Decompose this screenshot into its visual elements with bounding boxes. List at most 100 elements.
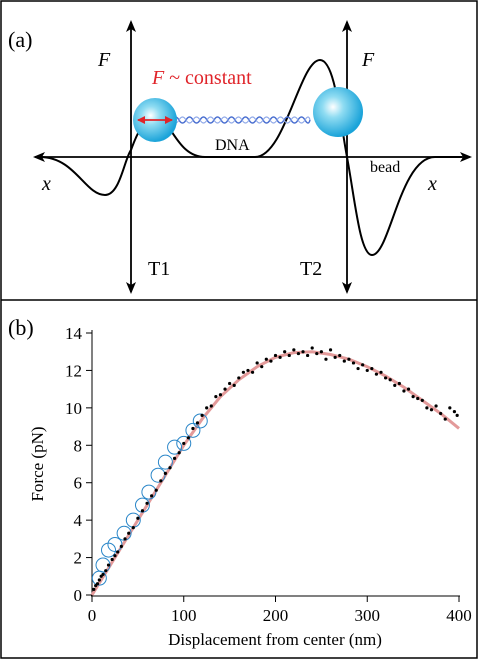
dot [443, 417, 447, 421]
dot [370, 366, 374, 371]
dot [123, 537, 127, 541]
force-profile [39, 58, 462, 257]
x-tick-label: 400 [446, 606, 472, 625]
dot [195, 421, 200, 425]
dot [191, 426, 195, 431]
force-label: F [361, 49, 375, 71]
dot [110, 557, 114, 562]
dot [393, 383, 397, 387]
dot [150, 494, 154, 498]
dot [292, 348, 296, 352]
dot [402, 389, 406, 393]
circle-marker [157, 454, 173, 470]
dot [324, 357, 328, 361]
dot [448, 406, 452, 410]
dot [351, 361, 356, 365]
dot [425, 406, 429, 410]
dot [200, 413, 204, 417]
dot [411, 395, 415, 399]
dot [205, 406, 209, 410]
panel-label: (b) [8, 315, 34, 340]
x-tick-label: 100 [171, 606, 197, 625]
x-label: x [427, 173, 437, 195]
dot [218, 393, 223, 397]
y-tick-label: 6 [74, 474, 83, 493]
dot [145, 501, 149, 505]
dot [347, 357, 351, 361]
dot [246, 368, 250, 373]
dot [429, 408, 434, 412]
dot [159, 479, 163, 483]
x-tick-label: 0 [88, 606, 97, 625]
dot [328, 348, 333, 352]
trap-label: T2 [300, 258, 322, 280]
dna-strand [171, 116, 311, 124]
dot [452, 410, 457, 414]
dot [92, 587, 96, 591]
y-tick-label: 4 [74, 511, 83, 530]
dot [172, 456, 177, 460]
dot [186, 436, 190, 440]
dot [365, 368, 369, 373]
dot [319, 350, 323, 354]
dot [163, 471, 167, 475]
dot [301, 350, 305, 354]
circle-marker [107, 536, 123, 552]
circle-marker [176, 435, 192, 451]
dot [106, 563, 111, 567]
dot [113, 554, 117, 558]
dot [97, 578, 101, 582]
dot [214, 395, 218, 399]
dot [228, 381, 232, 386]
dot [95, 582, 100, 586]
circle-marker [116, 525, 132, 541]
constant-symbol: F [151, 67, 165, 89]
dot [338, 353, 342, 358]
dot [416, 396, 420, 401]
dot [269, 359, 273, 363]
panel-a: (a) F F ~ constant DNA bead x x T1 T2 F [8, 20, 472, 294]
fit-line [90, 350, 460, 596]
y-tick-label: 14 [65, 324, 83, 343]
dot [420, 398, 424, 402]
dot [278, 355, 282, 359]
y-tick-label: 8 [74, 436, 83, 455]
dot [434, 404, 438, 408]
dot [250, 370, 255, 374]
y-tick-label: 0 [74, 586, 83, 605]
dot [361, 363, 365, 367]
dot [379, 370, 383, 374]
trap-label: T1 [148, 258, 170, 280]
x-tick-label: 300 [355, 606, 381, 625]
constant-text: ~ constant [169, 67, 252, 89]
dot [154, 488, 158, 492]
bead-label: bead [370, 159, 400, 176]
dot [232, 383, 236, 387]
dot [131, 526, 135, 530]
constant-label: F ~ constant [151, 67, 252, 89]
dot [296, 351, 301, 356]
dot [333, 355, 337, 359]
panel-b: (b) Displacement from center (nm) Force … [8, 315, 472, 649]
dot [140, 509, 145, 513]
dot [306, 353, 310, 358]
x-tick-label: 200 [263, 606, 289, 625]
dot [168, 466, 172, 470]
dot [374, 372, 379, 376]
y-tick-label: 10 [65, 399, 82, 418]
y-axis-title: Force (pN) [28, 426, 47, 501]
dot [255, 361, 259, 365]
dot [101, 572, 105, 577]
dot [342, 359, 346, 363]
y-tick-label: 12 [65, 361, 82, 380]
dot [455, 413, 459, 417]
dot [283, 350, 287, 354]
dot [241, 370, 245, 374]
dot [182, 441, 186, 446]
dot [177, 451, 181, 455]
circle-marker [192, 413, 208, 429]
dot [116, 550, 120, 554]
dot [384, 376, 388, 380]
